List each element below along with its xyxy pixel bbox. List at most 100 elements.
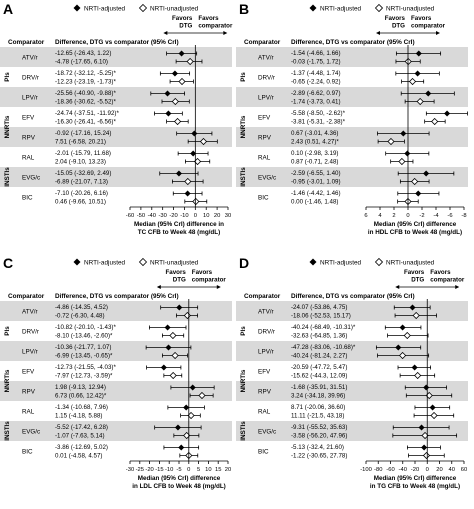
favors-comparator-line-2: comparator xyxy=(198,23,233,30)
row-comparator-label: RAL xyxy=(22,409,35,416)
favors-dtg-line-1: Favors xyxy=(385,15,406,22)
adjusted-point xyxy=(415,190,422,197)
row-comparator-label: DRV/r xyxy=(258,329,275,336)
x-tick-label: -5 xyxy=(176,467,181,473)
x-tick-label: 20 xyxy=(214,213,220,219)
table-row: RPV -1.68 (-35.91, 31.51) 3.24 (-34.18, 39… xyxy=(236,381,468,401)
adjusted-point xyxy=(409,304,416,311)
legend-unadjusted-marker xyxy=(138,3,148,13)
group-label-nnrtis: NNRTIs xyxy=(240,369,247,392)
unadjusted-point xyxy=(192,197,200,206)
x-tick-label: -80 xyxy=(374,467,382,473)
x-tick-label: -8 xyxy=(461,213,466,219)
favors-comparator-line-2: comparator xyxy=(411,23,446,30)
adjusted-point xyxy=(164,324,171,331)
legend: NRTI-adjusted NRTI-unadjusted xyxy=(309,3,435,13)
table-row: BIC -1.46 (-4.42, 1.46) 0.00 (-1.46, 1.48) xyxy=(258,190,440,206)
unadjusted-point xyxy=(171,351,179,360)
group-label-pis: PIs xyxy=(4,326,11,336)
table-row: LPV/r -10.36 (-21.77, 1.07) -6.99 (-13.45,… xyxy=(0,341,232,361)
unadjusted-point xyxy=(186,57,194,66)
row-unadjusted-text: -0.95 (-3.01, 1.09) xyxy=(291,179,341,186)
x-axis-label-line-1: Median (95% CrI) difference xyxy=(374,221,457,228)
table-row: RPV 1.98 (-9.13, 12.94) 6.73 (0.66, 12.42)… xyxy=(0,381,232,401)
row-unadjusted-text: 0.01 (-4.58, 4.57) xyxy=(55,453,102,460)
table-row: DRV/r -40.24 (-68.49, -10.31)* -32.63 (-64… xyxy=(258,324,429,340)
table-row: RAL 8.71 (-20.06, 36.60) 11.11 (-21.5, 43.… xyxy=(258,404,455,420)
row-unadjusted-text: -32.63 (-64.85, 1.36) xyxy=(291,333,347,340)
x-axis: 6 4 2 0 -2 -4 -6 -8 Median (95% CrI) differencei… xyxy=(364,206,467,236)
table-row: EVG/c -9.31 (-55.52, 35.63) -3.58 (-56.20,… xyxy=(236,421,468,441)
x-tick-label: 30 xyxy=(225,213,231,219)
adjusted-point xyxy=(165,344,172,351)
row-adjusted-text: -24.74 (-37.51, -11.92)* xyxy=(55,110,119,117)
row-unadjusted-text: -1.07 (-7.63, 5.14) xyxy=(55,433,105,440)
row-unadjusted-text: -3.58 (-56.20, 47.96) xyxy=(291,433,347,440)
panel-d: D NRTI-adjusted NRTI-unadjustedFavorsDTGFa… xyxy=(236,255,468,490)
row-adjusted-text: -7.10 (-20.26, 6.16) xyxy=(55,190,108,197)
row-unadjusted-text: 1.15 (-4.18, 5.88) xyxy=(55,413,102,420)
x-axis: -100 -80 -60 -40 -20 0 20 40 60 Median (95% CrI) … xyxy=(360,460,467,490)
row-comparator-label: EVG/c xyxy=(258,429,276,436)
group-label-instis: INSTIs xyxy=(4,421,11,441)
panel-letter: C xyxy=(3,255,13,271)
unadjusted-point xyxy=(422,451,431,460)
table-row: EFV -24.74 (-37.51, -11.92)* -16.30 (-26.4… xyxy=(22,110,189,126)
x-tick-label: -50 xyxy=(137,213,145,219)
table-row: RPV 0.67 (-3.01, 4.36) 2.43 (0.51, 4.27)* xyxy=(236,127,468,147)
adjusted-point xyxy=(176,304,183,311)
row-unadjusted-text: -4.78 (-17.65, 6.10) xyxy=(55,59,108,66)
adjusted-point xyxy=(174,424,181,431)
row-adjusted-text: -1.68 (-35.91, 31.51) xyxy=(291,384,347,391)
adjusted-point xyxy=(183,404,190,411)
x-tick-label: 0 xyxy=(187,467,190,473)
x-tick-label: -10 xyxy=(165,467,173,473)
adjusted-point xyxy=(423,170,430,177)
adjusted-point xyxy=(171,70,178,77)
unadjusted-point xyxy=(408,77,417,86)
favors-dtg-arrowhead xyxy=(395,285,400,289)
column-header-comparator: Comparator xyxy=(8,293,45,300)
adjusted-point xyxy=(178,50,185,57)
favors-dtg-line-1: Favors xyxy=(166,269,187,276)
row-comparator-label: LPV/r xyxy=(22,349,38,356)
column-header-comparator: Comparator xyxy=(8,39,45,46)
row-comparator-label: EFV xyxy=(22,115,35,122)
table-row: BIC -7.10 (-20.26, 6.16) 0.46 (-9.66, 10.5… xyxy=(22,190,208,206)
x-tick-label: 60 xyxy=(461,467,467,473)
row-adjusted-text: 8.71 (-20.06, 36.60) xyxy=(291,404,345,411)
x-tick-label: -60 xyxy=(126,213,134,219)
row-unadjusted-text: -18.06 (-52.53, 15.17) xyxy=(291,313,351,320)
row-comparator-label: RAL xyxy=(22,155,35,162)
legend: NRTI-adjusted NRTI-unadjusted xyxy=(73,3,199,13)
unadjusted-point xyxy=(199,137,208,146)
adjusted-point xyxy=(429,404,436,411)
x-tick-label: 10 xyxy=(205,467,211,473)
table-row: EVG/c -5.52 (-17.42, 6.28) -1.07 (-7.63, 5… xyxy=(0,421,232,441)
legend-unadjusted-marker xyxy=(138,257,148,267)
panel-letter: D xyxy=(239,255,249,271)
table-row: RAL -1.34 (-10.68, 7.96) 1.15 (-4.18, 5.88… xyxy=(22,404,205,420)
group-label-instis: INSTIs xyxy=(240,167,247,187)
adjusted-point xyxy=(400,130,407,137)
row-comparator-label: RPV xyxy=(22,389,36,396)
row-adjusted-text: -1.37 (-4.48, 1.74) xyxy=(291,70,341,77)
favors-dtg-line-2: DTG xyxy=(173,277,186,284)
adjusted-point xyxy=(191,130,198,137)
favors-dtg-line-2: DTG xyxy=(411,277,424,284)
row-unadjusted-text: -0.72 (-6.30, 4.48) xyxy=(55,313,105,320)
row-unadjusted-text: 11.11 (-21.5, 43.18) xyxy=(291,413,344,420)
legend: NRTI-adjusted NRTI-unadjusted xyxy=(73,257,199,267)
table-row: ATV/r -1.54 (-4.66, 1.66) -0.03 (-1.75, 1.… xyxy=(236,47,468,67)
row-comparator-label: RPV xyxy=(258,389,272,396)
row-unadjusted-text: -7.97 (-12.73, -3.59)* xyxy=(55,373,113,380)
panel-b: B NRTI-adjusted NRTI-unadjustedFavorsDTGFa… xyxy=(236,1,468,236)
unadjusted-point xyxy=(387,137,395,146)
row-comparator-label: BIC xyxy=(22,195,33,202)
table-row: EFV -20.59 (-47.72, 5.47) -15.62 (-44.3, 1… xyxy=(258,364,436,380)
favors-comparator-arrowhead xyxy=(455,285,460,289)
adjusted-point xyxy=(189,384,196,391)
